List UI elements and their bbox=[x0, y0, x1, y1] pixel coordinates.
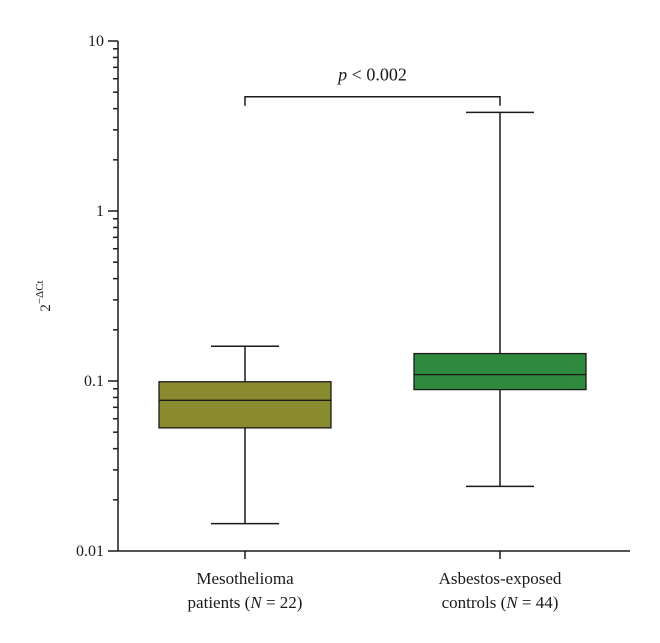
x-axis-categories: Mesothelioma patients (N = 22) Asbestos-ex… bbox=[188, 569, 562, 612]
iqr-box bbox=[158, 381, 332, 429]
box-2 bbox=[413, 111, 587, 559]
y-axis-ticks: 0.01 0.1 1 10 bbox=[76, 33, 118, 560]
axes bbox=[117, 41, 630, 552]
significance-annotation: p < 0.002 bbox=[244, 65, 501, 106]
y-tick-label: 0.1 bbox=[84, 373, 104, 390]
category-label-line2: controls (N = 44) bbox=[442, 593, 559, 612]
y-tick-label: 0.01 bbox=[76, 543, 104, 560]
iqr-box bbox=[413, 352, 587, 391]
significance-bracket bbox=[244, 95, 501, 106]
box-series bbox=[158, 111, 587, 559]
y-axis-label: 2−ΔCt bbox=[34, 280, 54, 311]
y-axis-label-group: 2−ΔCt bbox=[34, 280, 54, 311]
box-1 bbox=[158, 345, 332, 559]
y-tick-label: 10 bbox=[88, 33, 104, 50]
category-label-line2: patients (N = 22) bbox=[188, 593, 303, 612]
category-label-line1: Mesothelioma bbox=[196, 569, 294, 588]
p-value-label: p < 0.002 bbox=[336, 65, 407, 85]
y-tick-label: 1 bbox=[96, 203, 104, 220]
category-label-line1: Asbestos-exposed bbox=[439, 569, 562, 588]
